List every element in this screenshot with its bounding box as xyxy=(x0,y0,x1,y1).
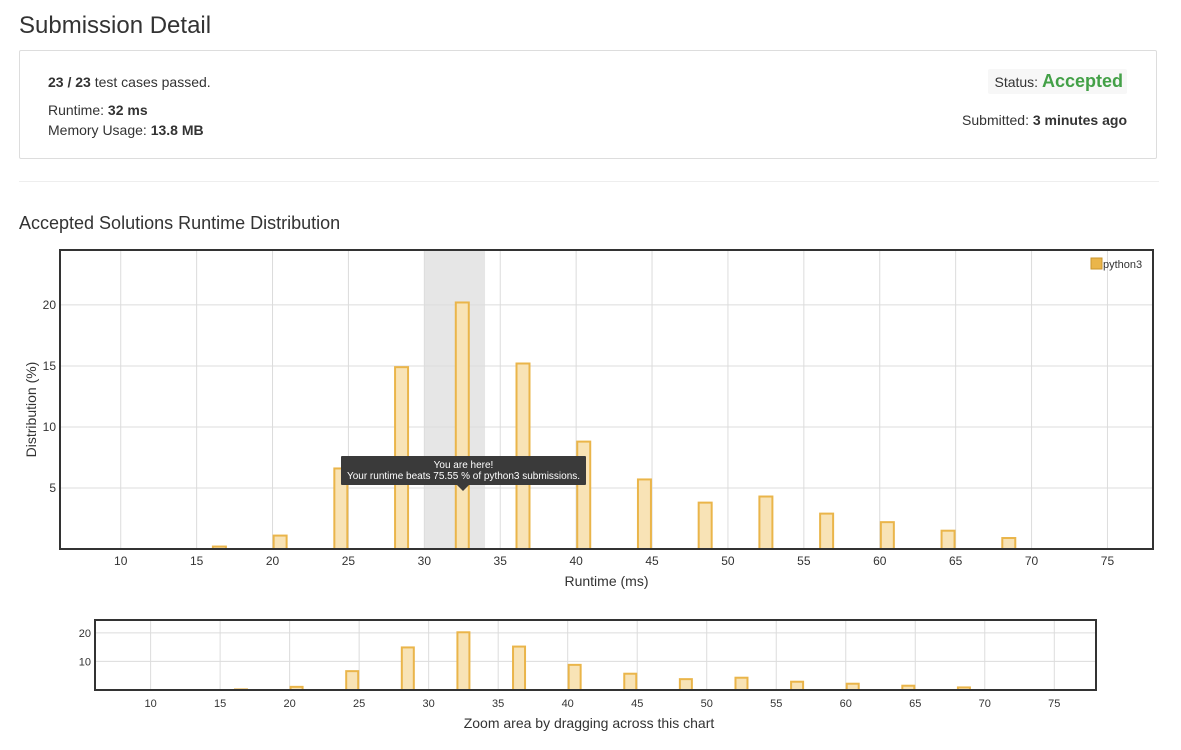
tooltip-arrow xyxy=(457,485,469,491)
x-tick-label: 40 xyxy=(562,698,574,710)
memory-label: Memory Usage: xyxy=(48,122,147,138)
legend-swatch xyxy=(1090,257,1103,270)
bar xyxy=(636,478,652,550)
x-tick-label: 25 xyxy=(342,554,356,568)
x-tick-label: 40 xyxy=(569,554,583,568)
legend-label: python3 xyxy=(1103,259,1142,271)
x-tick-label: 70 xyxy=(1025,554,1039,568)
x-tick-label: 25 xyxy=(353,698,365,710)
x-tick-label: 15 xyxy=(214,698,226,710)
zoom-caption: Zoom area by dragging across this chart xyxy=(464,715,715,731)
submitted-line: Submitted: 3 minutes ago xyxy=(962,112,1127,128)
zoom-chart[interactable]: 10 15 20 25 30 35 40 45 50 55 60 65 70 75 10 20 Zoom are… xyxy=(79,619,1097,731)
x-tick-label: 20 xyxy=(284,698,296,710)
x-tick-label: 10 xyxy=(144,698,156,710)
tooltip-line-2: Your runtime beats 75.55 % of python3 su… xyxy=(347,471,580,482)
bar xyxy=(879,521,895,550)
passed-text: test cases passed. xyxy=(94,74,211,90)
x-tick-label: 15 xyxy=(190,554,204,568)
submission-summary-panel: 23 / 23 test cases passed. Runtime: 32 m… xyxy=(19,50,1157,159)
x-tick-label: 30 xyxy=(423,698,435,710)
submitted-value: 3 minutes ago xyxy=(1032,112,1127,128)
bar xyxy=(272,534,288,550)
x-tick-label: 20 xyxy=(266,554,280,568)
x-tick-label: 30 xyxy=(418,554,432,568)
bar xyxy=(512,645,527,691)
x-tick-label: 60 xyxy=(840,698,852,710)
x-tick-label: 45 xyxy=(631,698,643,710)
memory-value: 13.8 MB xyxy=(150,122,204,138)
x-tick-label: 70 xyxy=(979,698,991,710)
bar xyxy=(758,495,774,551)
bar xyxy=(819,512,835,550)
y-tick-label: 15 xyxy=(43,359,57,373)
y-tick-label: 20 xyxy=(43,298,57,312)
x-tick-label: 35 xyxy=(492,698,504,710)
x-tick-label: 65 xyxy=(949,554,963,568)
bar xyxy=(734,676,749,692)
main-chart: 10 15 20 25 30 35 40 45 50 55 60 65 70 75 5 10 15 20 Runti… xyxy=(23,249,1154,589)
current-runtime-band xyxy=(424,250,486,549)
bar xyxy=(567,663,582,691)
plot-frame xyxy=(59,249,1154,550)
x-tick-label: 50 xyxy=(721,554,735,568)
bar xyxy=(345,670,360,692)
x-tick-label: 45 xyxy=(645,554,659,568)
bar xyxy=(454,301,470,550)
status-line: Status: Accepted xyxy=(988,69,1127,94)
bar xyxy=(456,631,471,691)
memory-line: Memory Usage: 13.8 MB xyxy=(48,120,211,140)
x-tick-label: 65 xyxy=(909,698,921,710)
y-tick-label: 5 xyxy=(49,481,56,495)
runtime-label: Runtime: xyxy=(48,102,105,118)
status-value[interactable]: Accepted xyxy=(1041,71,1123,91)
summary-left: 23 / 23 test cases passed. Runtime: 32 m… xyxy=(48,72,211,140)
passed-count: 23 / 23 xyxy=(48,74,91,90)
submitted-label: Submitted: xyxy=(962,112,1029,128)
bar xyxy=(697,501,713,550)
plot-area xyxy=(95,620,1096,690)
test-cases-line: 23 / 23 test cases passed. xyxy=(48,72,211,92)
x-tick-label: 75 xyxy=(1101,554,1115,568)
bar xyxy=(678,678,693,692)
bar xyxy=(1001,537,1017,550)
bar xyxy=(790,680,805,692)
x-tick-label: 60 xyxy=(873,554,887,568)
x-tick-label: 55 xyxy=(770,698,782,710)
x-tick-label: 35 xyxy=(494,554,508,568)
x-axis-label: Runtime (ms) xyxy=(564,573,648,589)
bar xyxy=(940,529,956,550)
y-tick-label: 10 xyxy=(43,420,57,434)
page-title: Submission Detail xyxy=(19,12,212,39)
runtime-line: Runtime: 32 ms xyxy=(48,100,211,120)
y-tick-label: 10 xyxy=(79,656,91,668)
plot-area xyxy=(60,250,1153,549)
bar xyxy=(623,672,638,692)
runtime-tooltip: You are here!Your runtime beats 75.55 % … xyxy=(341,456,586,491)
x-tick-label: 75 xyxy=(1048,698,1060,710)
bar xyxy=(400,646,415,692)
status-label: Status: xyxy=(994,74,1039,90)
tooltip-line-1: You are here! xyxy=(434,460,494,471)
tooltip-box xyxy=(341,456,586,485)
x-tick-label: 10 xyxy=(114,554,128,568)
section-title: Accepted Solutions Runtime Distribution xyxy=(19,213,341,233)
divider xyxy=(19,181,1159,182)
runtime-value: 32 ms xyxy=(107,102,148,118)
y-axis-label: Distribution (%) xyxy=(23,362,39,458)
plot-frame xyxy=(94,619,1097,691)
x-tick-label: 55 xyxy=(797,554,811,568)
x-tick-label: 50 xyxy=(701,698,713,710)
y-tick-label: 20 xyxy=(79,628,91,640)
